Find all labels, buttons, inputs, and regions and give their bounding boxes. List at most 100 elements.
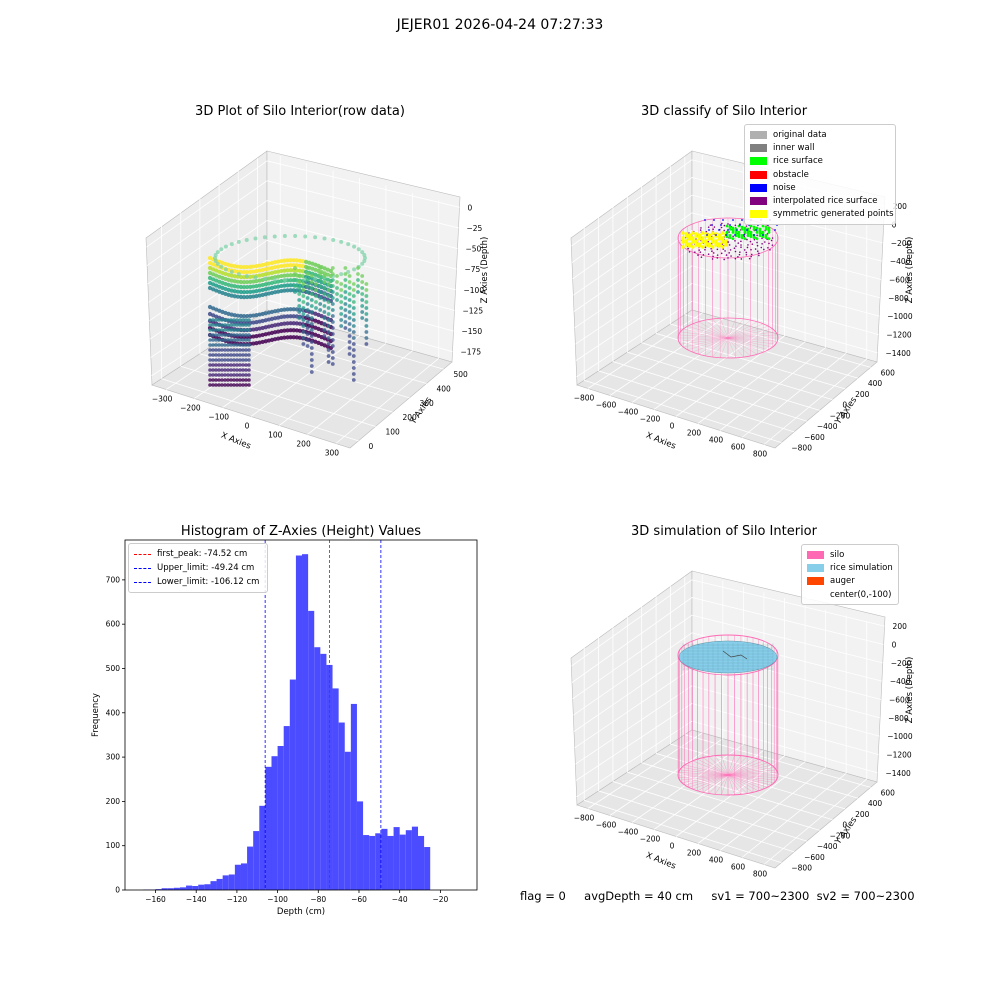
- raw-point: [214, 343, 218, 347]
- raw-point: [322, 310, 327, 314]
- raw-point: [211, 353, 215, 357]
- raw-ztick: −50: [466, 245, 482, 254]
- histogram-bar: [417, 835, 425, 890]
- raw-point: [276, 259, 281, 264]
- raw-point: [229, 378, 233, 382]
- raw-point: [330, 362, 335, 366]
- legend-label: original data: [773, 129, 827, 140]
- classify-point: [767, 231, 771, 234]
- sim-xtick: 600: [731, 863, 746, 872]
- histogram-bar: [411, 826, 418, 890]
- raw-point: [217, 373, 221, 377]
- classify-point: [749, 224, 753, 228]
- raw-point: [343, 302, 348, 306]
- raw-point: [217, 353, 221, 357]
- classify-point: [734, 250, 737, 253]
- raw-point: [248, 289, 253, 294]
- raw-point: [291, 321, 296, 326]
- raw-point: [305, 290, 310, 294]
- legend-label: auger: [830, 576, 855, 587]
- raw-point: [229, 363, 233, 367]
- classify-point: [749, 233, 753, 236]
- raw-point: [314, 288, 318, 292]
- legend-swatch: [750, 130, 767, 139]
- classify-point: [743, 234, 745, 236]
- legend-label: inner wall: [773, 142, 815, 153]
- raw-point: [285, 328, 290, 333]
- raw-point: [351, 360, 356, 364]
- raw-point: [291, 314, 296, 319]
- classify-panel-title: 3D classify of Silo Interior: [640, 104, 808, 119]
- raw-point: [247, 343, 251, 347]
- raw-point: [241, 368, 245, 372]
- raw-point: [288, 258, 293, 263]
- raw-point: [219, 247, 224, 252]
- histogram-bar: [222, 875, 229, 890]
- raw-point: [232, 279, 237, 284]
- raw-point: [208, 318, 212, 322]
- histogram-bar: [356, 801, 364, 890]
- sim-xtick: −200: [640, 835, 661, 844]
- raw-point: [251, 294, 256, 299]
- raw-point: [282, 314, 287, 319]
- raw-ztick: −75: [465, 265, 481, 274]
- raw-point: [208, 348, 212, 352]
- raw-point: [232, 338, 236, 342]
- raw-point: [326, 354, 331, 358]
- raw-point: [326, 318, 331, 322]
- raw-point: [347, 328, 352, 332]
- raw-point: [297, 335, 302, 340]
- raw-point: [326, 300, 331, 304]
- raw-point: [232, 289, 237, 294]
- classify-point: [727, 241, 729, 243]
- raw-point: [248, 274, 253, 279]
- histogram-bar: [314, 647, 321, 890]
- legend-label: noise: [773, 182, 796, 193]
- raw-point: [330, 320, 335, 324]
- raw-point: [251, 269, 256, 274]
- raw-point: [351, 342, 356, 346]
- raw-point: [309, 358, 314, 362]
- histogram-ytick: 500: [106, 664, 121, 673]
- classify-point: [713, 219, 715, 221]
- raw-point: [235, 368, 239, 372]
- raw-point: [347, 292, 352, 296]
- simulation-legend-item: silo: [807, 548, 893, 561]
- raw-point: [247, 358, 251, 362]
- raw-point: [226, 378, 230, 382]
- raw-point: [244, 358, 248, 362]
- raw-point: [235, 318, 239, 322]
- raw-point: [309, 310, 314, 314]
- classify-point: [711, 240, 715, 244]
- histogram-chart: −160 −140 −120 −100 −80 −60 −40 −20 0 100 200 300 40…: [91, 539, 478, 917]
- raw-point: [285, 268, 290, 273]
- raw-point: [236, 272, 241, 277]
- raw-point: [245, 264, 250, 270]
- raw-point: [214, 353, 218, 357]
- classify-point: [725, 234, 727, 236]
- raw-point: [247, 378, 251, 382]
- raw-point: [339, 288, 344, 292]
- raw-zlabel: Z Axies (Depth): [480, 237, 490, 304]
- classify-point: [721, 222, 723, 225]
- raw-point: [297, 310, 302, 314]
- raw-point: [247, 318, 251, 322]
- sim-ytick: −200: [830, 831, 851, 840]
- raw-point: [322, 298, 327, 302]
- classify-point: [761, 237, 763, 240]
- raw-point: [276, 284, 281, 289]
- classify-point: [720, 240, 725, 244]
- raw-point: [244, 238, 249, 243]
- raw-ytick: 500: [454, 370, 469, 379]
- classify-point: [704, 219, 706, 221]
- raw-point: [326, 360, 331, 364]
- raw-point: [247, 363, 251, 367]
- sim-ytick: 400: [868, 799, 883, 808]
- raw-point: [364, 324, 369, 328]
- raw-point: [223, 323, 227, 327]
- classify-point: [767, 226, 771, 230]
- raw-point: [214, 318, 218, 322]
- classify-point: [740, 227, 744, 231]
- raw-point: [330, 272, 335, 276]
- raw-point: [217, 368, 221, 372]
